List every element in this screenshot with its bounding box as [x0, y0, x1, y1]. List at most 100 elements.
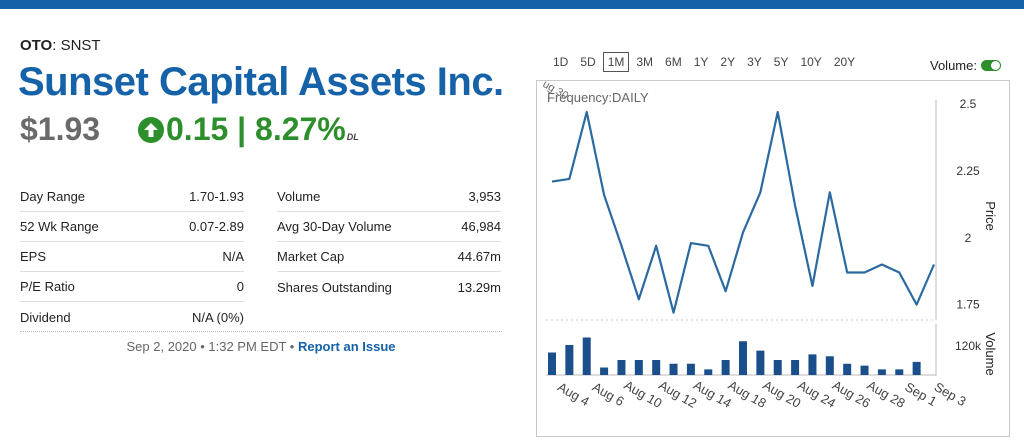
volume-bar: [791, 360, 800, 375]
stat-value: 44.67m: [457, 249, 501, 264]
x-tick-label: Aug 18: [726, 377, 769, 411]
volume-bar: [548, 352, 556, 375]
stat-label: Dividend: [20, 309, 71, 325]
range-button-1m[interactable]: 1M: [602, 52, 630, 72]
stat-value: N/A (0%): [191, 309, 244, 325]
x-tick-label: Aug 12: [656, 377, 699, 411]
stat-row: Volume 3,953: [277, 182, 501, 212]
range-selector: 1D 5D 1M 3M 6M 1Y 2Y 3Y 5Y 10Y 20Y: [548, 52, 862, 72]
stat-label: Avg 30-Day Volume: [277, 219, 392, 234]
last-price: $1.93: [20, 111, 101, 147]
price-axis-label: Price: [983, 201, 998, 231]
stat-value: 0: [236, 279, 244, 294]
ticker-symbol: OTO: SNST: [20, 37, 101, 54]
volume-toggle-label: Volume:: [930, 58, 977, 73]
x-tick-label: Aug 4: [555, 379, 592, 409]
report-issue-link[interactable]: Report an Issue: [297, 339, 396, 354]
change-value: 0.15 | 8.27%: [166, 111, 346, 147]
price-change: 0.15 | 8.27% DL: [138, 111, 359, 148]
volume-bar: [669, 363, 678, 375]
volume-toggle[interactable]: Volume:: [930, 58, 1001, 73]
range-button-2y[interactable]: 2Y: [720, 55, 736, 69]
x-tick-label: Aug 6: [590, 379, 627, 409]
stat-value: 3,953: [468, 189, 501, 204]
delayed-marker: DL: [346, 132, 359, 142]
volume-bar: [843, 363, 852, 375]
volume-bar: [617, 360, 626, 375]
stat-row: Shares Outstanding 13.29m: [277, 272, 501, 302]
stat-row: Dividend N/A (0%): [20, 302, 244, 332]
range-button-5y[interactable]: 5Y: [773, 55, 789, 69]
x-tick-label: Aug 24: [795, 377, 838, 411]
volume-bar: [739, 341, 747, 375]
x-tick-label: Sep 3: [932, 379, 969, 409]
range-button-5d[interactable]: 5D: [580, 55, 596, 69]
range-button-1y[interactable]: 1Y: [693, 55, 709, 69]
volume-bar: [773, 360, 782, 375]
x-tick-label: Aug 28: [865, 377, 908, 411]
stat-label: P/E Ratio: [20, 279, 75, 294]
volume-bar: [895, 369, 904, 375]
stat-row: Avg 30-Day Volume 46,984: [277, 212, 501, 242]
stat-row: Market Cap 44.67m: [277, 242, 501, 272]
volume-bar: [877, 369, 886, 375]
stat-label: Volume: [277, 189, 321, 204]
range-button-20y[interactable]: 20Y: [833, 55, 856, 69]
stat-label: Market Cap: [277, 249, 345, 264]
stat-value: 46,984: [461, 219, 501, 234]
y-tick-label: 2.25: [956, 164, 980, 178]
volume-bar: [721, 360, 730, 375]
frequency-label: Frequency:DAILY: [547, 90, 649, 105]
volume-bar: [652, 360, 661, 375]
timestamp-text: Sep 2, 2020 • 1:32 PM EDT •: [126, 339, 298, 354]
y-tick-label: 2.5: [960, 97, 977, 111]
stat-row: 52 Wk Range 0.07-2.89: [20, 212, 244, 242]
volume-bar: [825, 356, 834, 375]
x-tick-label: Aug 20: [760, 377, 803, 411]
x-tick-label: Aug 10: [621, 377, 664, 411]
y-tick-label: 1.75: [956, 298, 980, 312]
divider: [20, 331, 502, 332]
range-button-6m[interactable]: 6M: [665, 55, 682, 69]
volume-bar: [634, 360, 643, 375]
stat-label: Day Range: [20, 189, 86, 204]
volume-tick-label: 120k: [955, 339, 982, 353]
toggle-switch-icon[interactable]: [980, 60, 1001, 71]
range-button-10y[interactable]: 10Y: [800, 55, 822, 69]
volume-bar: [600, 367, 609, 375]
x-tick-label: Aug 26: [830, 377, 873, 411]
chart-panel: [536, 80, 1010, 437]
volume-bar: [756, 350, 765, 375]
volume-bar: [860, 365, 869, 375]
volume-bar: [704, 369, 713, 375]
stat-row: Day Range 1.70-1.93: [20, 182, 244, 212]
x-tick-label: Aug 14: [691, 377, 734, 411]
volume-bar: [686, 363, 695, 375]
symbol-code: : SNST: [52, 37, 101, 54]
stat-row: EPS N/A: [20, 242, 244, 272]
exchange-code: OTO: [20, 37, 53, 54]
stat-label: Shares Outstanding: [277, 279, 392, 295]
range-button-1d[interactable]: 1D: [553, 55, 569, 69]
volume-bar: [912, 361, 921, 375]
company-name: Sunset Capital Assets Inc.: [18, 60, 504, 104]
y-tick-label: 2: [965, 231, 972, 245]
volume-axis-label: Volume: [983, 332, 998, 375]
price-line: [551, 110, 936, 314]
volume-bar: [565, 345, 574, 375]
stat-value: 0.07-2.89: [189, 219, 244, 234]
volume-bar: [808, 354, 817, 375]
quote-timestamp: Sep 2, 2020 • 1:32 PM EDT • Report an Is…: [0, 339, 522, 354]
stat-row: P/E Ratio 0: [20, 272, 244, 302]
range-button-3y[interactable]: 3Y: [747, 55, 762, 69]
arrow-up-circle-icon: [138, 116, 164, 143]
stats-table-left: Day Range 1.70-1.93 52 Wk Range 0.07-2.89 EP…: [20, 182, 244, 332]
x-tick-label: Sep 1: [902, 379, 939, 409]
range-button-3m[interactable]: 3M: [636, 55, 654, 69]
top-accent-bar: [0, 0, 1024, 9]
stat-value: N/A: [222, 249, 244, 264]
volume-bar: [582, 337, 591, 375]
stat-label: EPS: [20, 249, 47, 264]
stats-table-right: Volume 3,953 Avg 30-Day Volume 46,984 Market…: [277, 182, 501, 302]
